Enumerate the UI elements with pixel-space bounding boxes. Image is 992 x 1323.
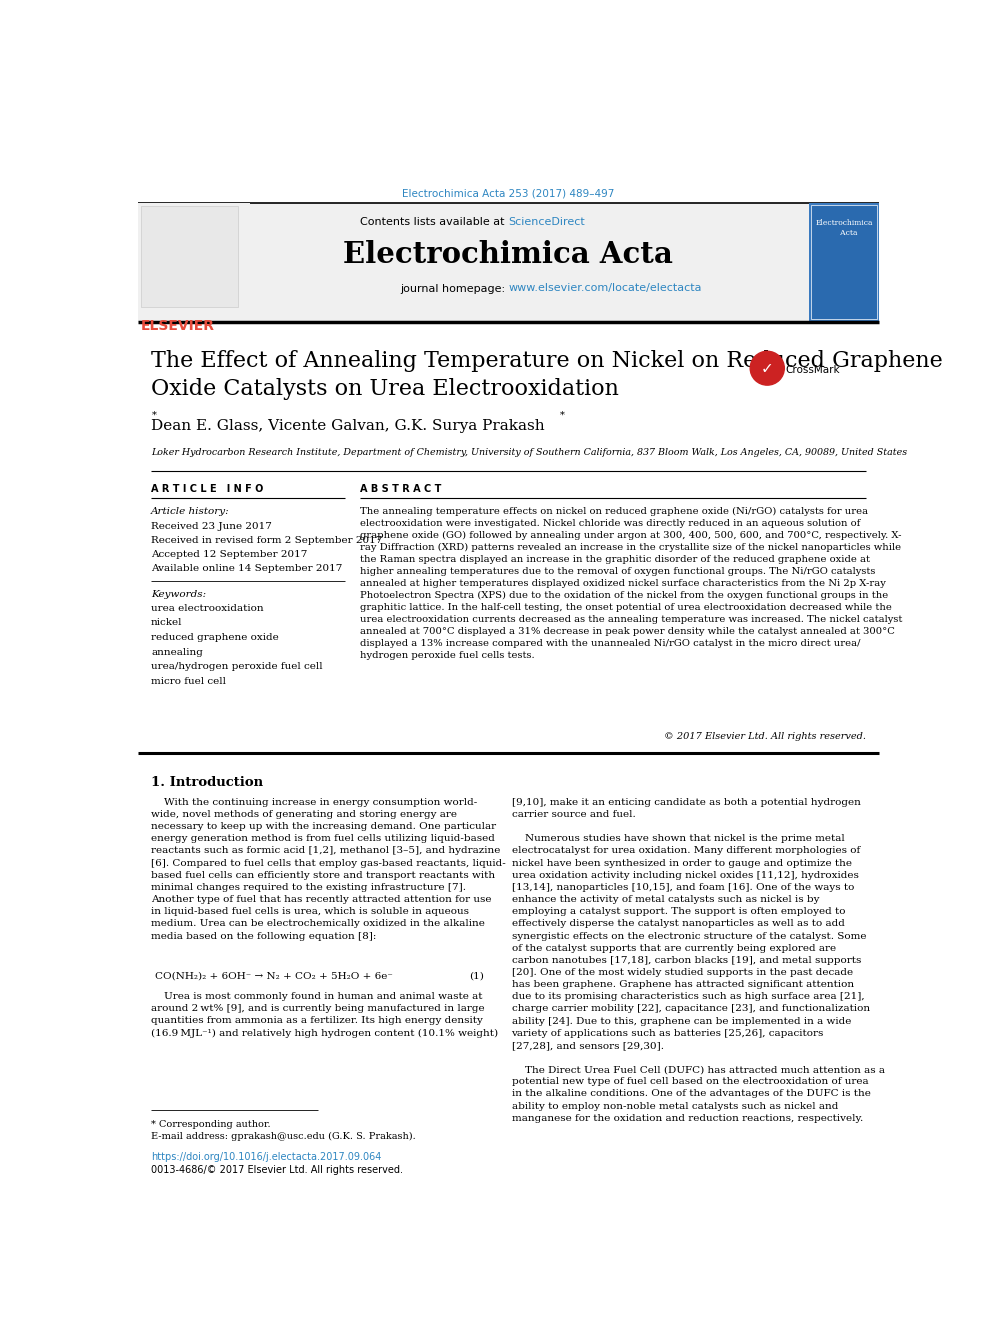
Text: * Corresponding author.: * Corresponding author. [151, 1119, 271, 1129]
Bar [138, 202, 879, 321]
Text: urea electrooxidation: urea electrooxidation [151, 603, 264, 613]
Text: The annealing temperature effects on nickel on reduced graphene oxide (Ni/rGO) c: The annealing temperature effects on nic… [360, 507, 903, 660]
Text: CrossMark: CrossMark [786, 365, 840, 376]
Text: The Effect of Annealing Temperature on Nickel on Reduced Graphene
Oxide Catalyst: The Effect of Annealing Temperature on N… [151, 349, 942, 400]
Text: © 2017 Elsevier Ltd. All rights reserved.: © 2017 Elsevier Ltd. All rights reserved… [664, 733, 866, 741]
Text: journal homepage:: journal homepage: [400, 283, 509, 294]
Text: urea/hydrogen peroxide fuel cell: urea/hydrogen peroxide fuel cell [151, 663, 322, 671]
Text: Keywords:: Keywords: [151, 590, 206, 599]
Bar [811, 205, 877, 319]
Text: nickel: nickel [151, 618, 183, 627]
Text: Electrochimica Acta 253 (2017) 489–497: Electrochimica Acta 253 (2017) 489–497 [402, 188, 615, 198]
Circle shape [750, 352, 785, 385]
Text: Dean E. Glass, Vicente Galvan, G.K. Surya Prakash: Dean E. Glass, Vicente Galvan, G.K. Sury… [151, 419, 545, 433]
Text: CO(NH₂)₂ + 6OH⁻ → N₂ + CO₂ + 5H₂O + 6e⁻: CO(NH₂)₂ + 6OH⁻ → N₂ + CO₂ + 5H₂O + 6e⁻ [155, 972, 393, 980]
Text: Received 23 June 2017: Received 23 June 2017 [151, 523, 272, 532]
Text: annealing: annealing [151, 648, 203, 656]
Text: Accepted 12 September 2017: Accepted 12 September 2017 [151, 550, 308, 558]
Text: Loker Hydrocarbon Research Institute, Department of Chemistry, University of Sou: Loker Hydrocarbon Research Institute, De… [151, 447, 908, 456]
Text: Urea is most commonly found in human and animal waste at
around 2 wt% [9], and i: Urea is most commonly found in human and… [151, 992, 498, 1037]
Text: Available online 14 September 2017: Available online 14 September 2017 [151, 564, 342, 573]
Text: A R T I C L E   I N F O: A R T I C L E I N F O [151, 484, 264, 493]
Bar [809, 202, 879, 321]
Text: Article history:: Article history: [151, 507, 230, 516]
Text: Electrochimica
   Acta: Electrochimica Acta [816, 218, 874, 237]
Text: 0013-4686/© 2017 Elsevier Ltd. All rights reserved.: 0013-4686/© 2017 Elsevier Ltd. All right… [151, 1166, 403, 1175]
Text: 1. Introduction: 1. Introduction [151, 777, 263, 790]
Text: E-mail address: gprakash@usc.edu (G.K. S. Prakash).: E-mail address: gprakash@usc.edu (G.K. S… [151, 1132, 416, 1142]
Text: ELSEVIER: ELSEVIER [141, 319, 215, 333]
Text: micro fuel cell: micro fuel cell [151, 677, 226, 685]
Text: Contents lists available at: Contents lists available at [360, 217, 509, 226]
Text: (1): (1) [469, 972, 484, 980]
Text: https://doi.org/10.1016/j.electacta.2017.09.064: https://doi.org/10.1016/j.electacta.2017… [151, 1152, 382, 1162]
Text: With the continuing increase in energy consumption world-
wide, novel methods of: With the continuing increase in energy c… [151, 798, 506, 941]
Text: Received in revised form 2 September 2017: Received in revised form 2 September 201… [151, 536, 383, 545]
Text: ScienceDirect: ScienceDirect [509, 217, 585, 226]
Bar [138, 202, 250, 321]
Text: www.elsevier.com/locate/electacta: www.elsevier.com/locate/electacta [509, 283, 702, 294]
Text: *: * [559, 410, 564, 419]
Bar [141, 206, 238, 307]
Text: Electrochimica Acta: Electrochimica Acta [343, 239, 674, 269]
Text: *: * [152, 410, 157, 419]
Text: ✓: ✓ [761, 361, 774, 376]
Text: reduced graphene oxide: reduced graphene oxide [151, 634, 279, 642]
Text: [9,10], make it an enticing candidate as both a potential hydrogen
carrier sourc: [9,10], make it an enticing candidate as… [512, 798, 885, 1123]
Text: A B S T R A C T: A B S T R A C T [360, 484, 441, 493]
